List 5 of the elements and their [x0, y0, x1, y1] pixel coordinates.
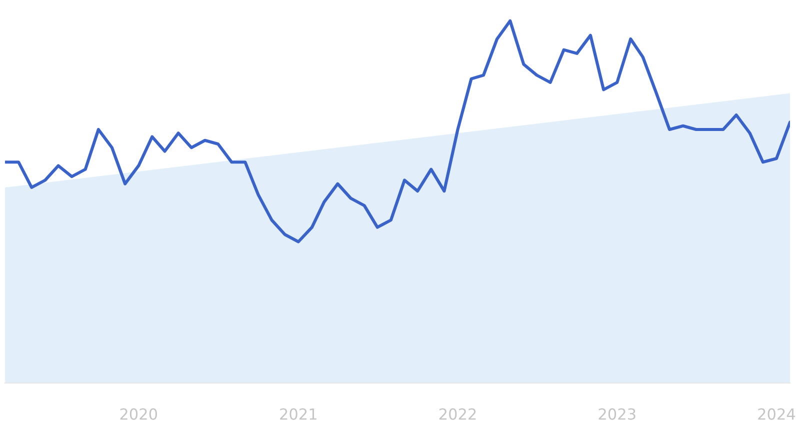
- x-tick-label: 2022: [439, 408, 476, 420]
- x-tick-label: 2023: [598, 408, 636, 420]
- x-tick-label: 2020: [120, 408, 158, 420]
- x-tick-label: 2021: [280, 408, 316, 420]
- x-tick-label: 2024: [758, 408, 796, 420]
